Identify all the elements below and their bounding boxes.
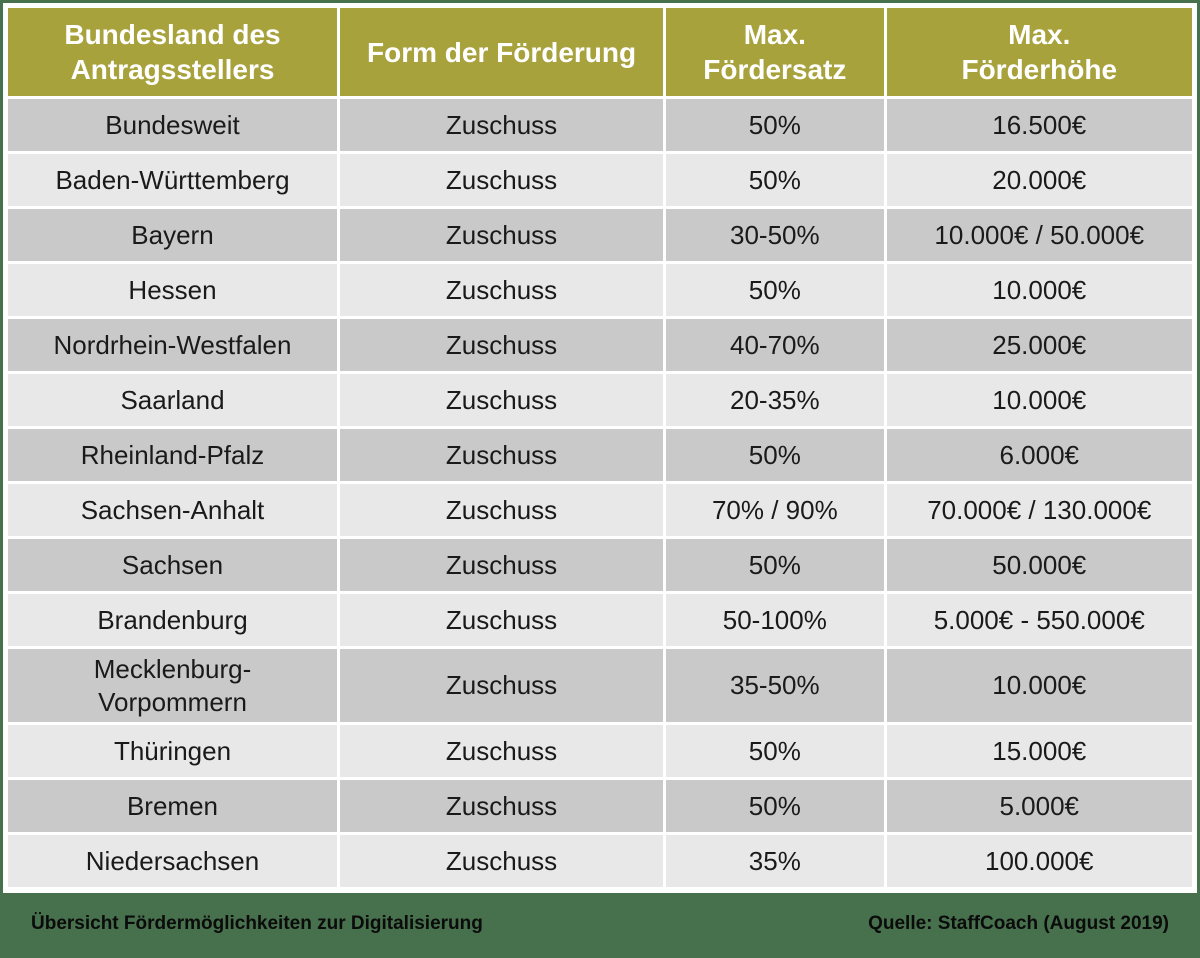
table-cell: Zuschuss [340,429,664,481]
table-area: Bundesland des Antragsstellers Form der … [3,3,1197,893]
table-row: Saarland Zuschuss 20-35% 10.000€ [8,374,1192,426]
table-cell: Zuschuss [340,264,664,316]
table-cell: Bremen [8,780,337,832]
table-row: Baden-Württemberg Zuschuss 50% 20.000€ [8,154,1192,206]
table-cell: Mecklenburg- Vorpommern [8,649,337,722]
table-cell: Zuschuss [340,99,664,151]
table-row: Bundesweit Zuschuss 50% 16.500€ [8,99,1192,151]
table-row: Rheinland-Pfalz Zuschuss 50% 6.000€ [8,429,1192,481]
table-cell: 50% [666,264,884,316]
table-cell: 35% [666,835,884,887]
footer-title: Übersicht Fördermöglichkeiten zur Digita… [31,913,483,934]
column-header-bundesland: Bundesland des Antragsstellers [8,8,337,96]
table-cell: 20.000€ [886,154,1192,206]
table-cell: Niedersachsen [8,835,337,887]
table-cell: 50.000€ [886,539,1192,591]
table-cell: 70% / 90% [666,484,884,536]
table-body: Bundesweit Zuschuss 50% 16.500€ Baden-Württe… [8,99,1192,887]
table-cell: Brandenburg [8,594,337,646]
table-cell: 50% [666,780,884,832]
table-cell: Zuschuss [340,539,664,591]
funding-table: Bundesland des Antragsstellers Form der … [5,5,1195,890]
column-header-form-der-foerderung: Form der Förderung [340,8,664,96]
table-cell: 35-50% [666,649,884,722]
table-cell: Zuschuss [340,484,664,536]
table-header: Bundesland des Antragsstellers Form der … [8,8,1192,96]
table-row: Hessen Zuschuss 50% 10.000€ [8,264,1192,316]
table-cell: 5.000€ - 550.000€ [886,594,1192,646]
table-cell: 50% [666,429,884,481]
table-cell: 50% [666,154,884,206]
table-cell: Zuschuss [340,154,664,206]
table-cell: 10.000€ [886,649,1192,722]
table-cell: 15.000€ [886,725,1192,777]
table-cell: 10.000€ / 50.000€ [886,209,1192,261]
table-cell: 5.000€ [886,780,1192,832]
table-cell: 100.000€ [886,835,1192,887]
footer-bar: Übersicht Fördermöglichkeiten zur Digita… [3,893,1197,955]
table-cell: Bundesweit [8,99,337,151]
table-cell: Thüringen [8,725,337,777]
table-cell: 6.000€ [886,429,1192,481]
table-cell: 20-35% [666,374,884,426]
table-cell: Zuschuss [340,209,664,261]
table-cell: Zuschuss [340,319,664,371]
table-cell: 30-50% [666,209,884,261]
column-header-max-foerdersatz: Max. Fördersatz [666,8,884,96]
table-cell: 40-70% [666,319,884,371]
table-cell: 10.000€ [886,264,1192,316]
table-cell: Zuschuss [340,725,664,777]
table-cell: Sachsen-Anhalt [8,484,337,536]
table-cell: 50% [666,725,884,777]
table-cell: 70.000€ / 130.000€ [886,484,1192,536]
table-cell: Bayern [8,209,337,261]
table-cell: 25.000€ [886,319,1192,371]
table-cell: 50-100% [666,594,884,646]
table-row: Mecklenburg- Vorpommern Zuschuss 35-50% 10.… [8,649,1192,722]
table-cell: 16.500€ [886,99,1192,151]
table-cell: Zuschuss [340,649,664,722]
table-row: Bremen Zuschuss 50% 5.000€ [8,780,1192,832]
table-cell: Hessen [8,264,337,316]
table-cell: 10.000€ [886,374,1192,426]
table-row: Niedersachsen Zuschuss 35% 100.000€ [8,835,1192,887]
table-cell: Zuschuss [340,594,664,646]
table-cell: Sachsen [8,539,337,591]
table-cell: Zuschuss [340,780,664,832]
column-header-max-foerderhoehe: Max. Förderhöhe [886,8,1192,96]
table-row: Brandenburg Zuschuss 50-100% 5.000€ - 550.0… [8,594,1192,646]
table-row: Thüringen Zuschuss 50% 15.000€ [8,725,1192,777]
table-cell: Zuschuss [340,835,664,887]
footer-source: Quelle: StaffCoach (August 2019) [868,913,1169,934]
table-cell: Nordrhein-Westfalen [8,319,337,371]
table-cell: 50% [666,539,884,591]
table-cell: Saarland [8,374,337,426]
header-row: Bundesland des Antragsstellers Form der … [8,8,1192,96]
table-row: Nordrhein-Westfalen Zuschuss 40-70% 25.000€ [8,319,1192,371]
table-row: Sachsen-Anhalt Zuschuss 70% / 90% 70.000€ /… [8,484,1192,536]
table-row: Sachsen Zuschuss 50% 50.000€ [8,539,1192,591]
table-cell: 50% [666,99,884,151]
table-cell: Rheinland-Pfalz [8,429,337,481]
table-cell: Zuschuss [340,374,664,426]
table-row: Bayern Zuschuss 30-50% 10.000€ / 50.000€ [8,209,1192,261]
table-cell: Baden-Württemberg [8,154,337,206]
